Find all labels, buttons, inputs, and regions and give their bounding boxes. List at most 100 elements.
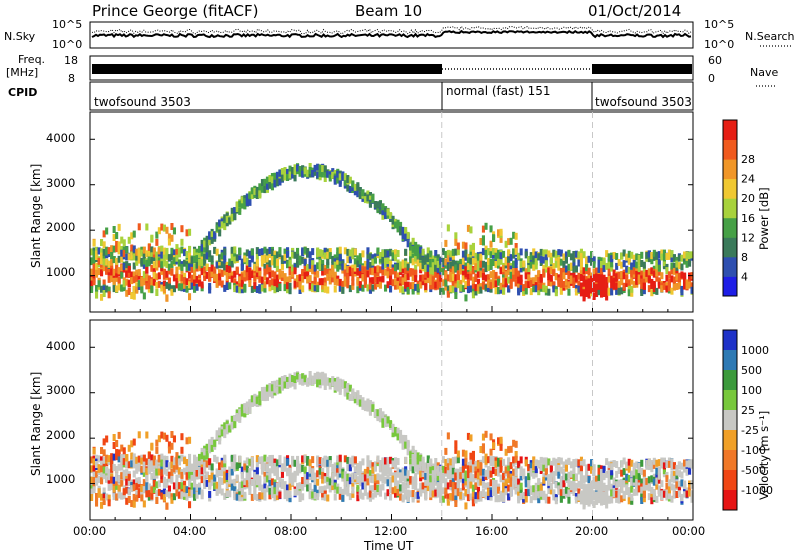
velocity-cell bbox=[487, 466, 491, 473]
power-cell bbox=[602, 290, 606, 297]
velocity-cell bbox=[439, 488, 443, 496]
velocity-cell bbox=[278, 480, 282, 488]
power-cell bbox=[92, 269, 96, 277]
power-cell bbox=[127, 265, 131, 273]
velocity-cell bbox=[532, 471, 536, 479]
power-cell bbox=[585, 283, 589, 291]
power-cell bbox=[497, 287, 501, 294]
power-cell bbox=[544, 249, 548, 257]
power-cell bbox=[137, 223, 141, 231]
power-cell bbox=[650, 289, 654, 297]
velocity-cell bbox=[328, 382, 332, 390]
power-cell bbox=[368, 267, 372, 275]
power-cell bbox=[389, 268, 393, 276]
power-cell bbox=[635, 270, 639, 278]
velocity-cell bbox=[414, 477, 418, 485]
power-cell bbox=[155, 273, 159, 281]
power-cell bbox=[426, 255, 430, 262]
velocity-cell bbox=[461, 478, 465, 486]
power-cell bbox=[459, 284, 463, 292]
velocity-cell bbox=[248, 488, 252, 495]
power-cell bbox=[353, 264, 357, 272]
power-cell bbox=[245, 272, 249, 280]
power-cell bbox=[270, 176, 274, 184]
power-cell bbox=[647, 250, 651, 258]
velocity-cell bbox=[253, 471, 257, 479]
power-cell bbox=[512, 248, 516, 256]
power-cell bbox=[436, 260, 440, 268]
power-cell bbox=[373, 201, 377, 208]
power-colorbar-swatch bbox=[723, 139, 737, 160]
power-cell bbox=[228, 265, 232, 273]
power-cell bbox=[343, 269, 347, 277]
velocity-cell bbox=[223, 467, 227, 475]
velocity-cell bbox=[172, 457, 176, 465]
velocity-cell bbox=[155, 468, 159, 476]
velocity-cell bbox=[376, 485, 380, 492]
velocity-cell bbox=[258, 492, 262, 500]
velocity-cell bbox=[384, 420, 388, 428]
velocity-cell bbox=[183, 480, 187, 488]
power-cell bbox=[677, 272, 681, 280]
power-cell bbox=[321, 268, 325, 276]
velocity-cell bbox=[92, 471, 96, 479]
velocity-cell bbox=[263, 454, 267, 462]
power-cell bbox=[110, 268, 114, 276]
velocity-cell bbox=[406, 481, 410, 489]
velocity-cell bbox=[607, 475, 611, 483]
power-cell bbox=[218, 273, 222, 281]
power-cell bbox=[341, 280, 345, 288]
velocity-cell bbox=[401, 481, 405, 489]
power-cell bbox=[439, 265, 443, 273]
velocity-cell bbox=[198, 466, 202, 474]
power-cell bbox=[567, 281, 571, 289]
velocity-cell bbox=[230, 479, 234, 487]
power-cell bbox=[348, 256, 352, 264]
power-cell bbox=[499, 228, 503, 236]
power-cell bbox=[120, 236, 124, 244]
velocity-cell bbox=[298, 377, 302, 385]
power-cell bbox=[102, 279, 106, 287]
velocity-cell bbox=[512, 439, 516, 447]
power-cell bbox=[193, 285, 197, 293]
power-cell bbox=[203, 258, 207, 266]
velocity-cell bbox=[610, 489, 614, 497]
power-cell bbox=[399, 280, 403, 288]
velocity-cell bbox=[323, 493, 327, 501]
velocity-cell bbox=[137, 455, 141, 463]
velocity-cell bbox=[484, 453, 488, 461]
power-cell bbox=[389, 274, 393, 282]
power-cell bbox=[371, 258, 375, 266]
velocity-cell bbox=[162, 462, 166, 470]
power-cell bbox=[180, 283, 184, 291]
velocity-cell bbox=[341, 494, 345, 502]
velocity-cell bbox=[512, 482, 516, 490]
velocity-cell bbox=[223, 476, 227, 484]
power-cell bbox=[529, 261, 533, 269]
freq-ytick-top: 18 bbox=[64, 54, 78, 67]
velocity-cell bbox=[250, 456, 254, 464]
power-cell bbox=[476, 284, 480, 292]
velocity-cell bbox=[610, 468, 614, 476]
velocity-cell bbox=[376, 478, 380, 486]
velocity-cell bbox=[356, 476, 360, 484]
power-cell bbox=[494, 257, 498, 264]
power-cell bbox=[552, 281, 556, 289]
velocity-cell bbox=[170, 442, 174, 450]
power-cell bbox=[464, 294, 468, 302]
velocity-cell bbox=[188, 479, 192, 487]
power-cell bbox=[489, 258, 493, 266]
power-cell bbox=[466, 224, 470, 232]
power-cell bbox=[356, 286, 360, 294]
velocity-cell bbox=[373, 464, 377, 472]
power-cell bbox=[110, 257, 114, 265]
power-cell bbox=[368, 277, 372, 285]
velocity-cell bbox=[313, 492, 317, 500]
power-cell bbox=[100, 269, 104, 277]
power-cell bbox=[652, 281, 656, 288]
power-cell bbox=[615, 282, 619, 290]
power-cell bbox=[527, 274, 531, 282]
power-cell bbox=[188, 245, 192, 253]
velocity-cell bbox=[286, 469, 290, 477]
nsearch-trace bbox=[91, 25, 692, 35]
